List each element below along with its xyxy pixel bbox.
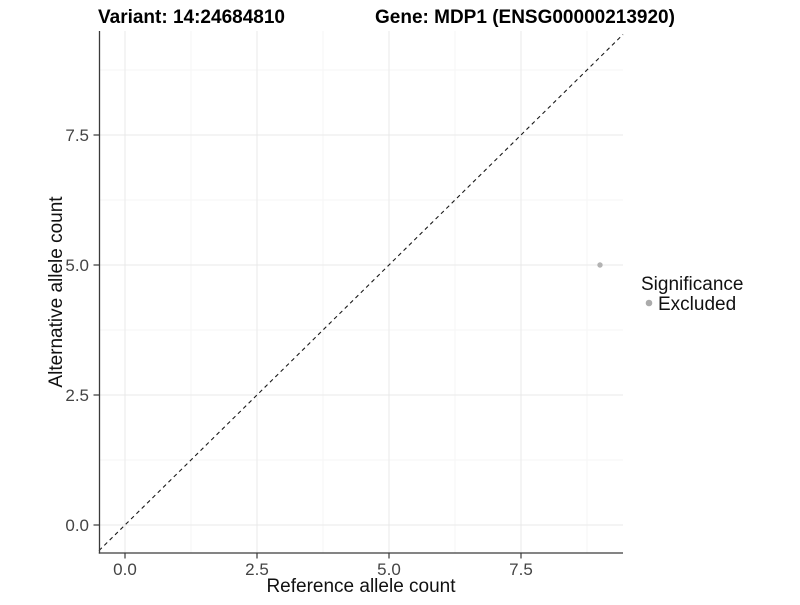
x-tick-label: 2.5 [245,560,269,579]
identity-line [98,34,624,551]
legend-title: Significance [641,274,743,295]
legend-item-label: Excluded [658,294,736,315]
y-axis-label: Alternative allele count [46,196,67,388]
y-tick-label: 0.0 [65,516,89,535]
legend-marker-circle-icon [645,299,653,307]
x-tick-label: 5.0 [377,560,401,579]
legend: Significance Excluded [641,274,743,315]
plot-title-variant: Variant: 14:24684810 [98,7,285,28]
x-tick-label: 7.5 [509,560,533,579]
data-point [597,262,603,268]
gridlines-major [99,31,623,553]
y-tick-label: 7.5 [65,126,89,145]
tick-marks [93,134,522,559]
legend-item-excluded: Excluded [645,294,736,315]
x-tick-labels: 0.0 2.5 5.0 7.5 [113,560,533,579]
y-tick-label: 5.0 [65,256,89,275]
y-tick-label: 2.5 [65,386,89,405]
x-axis-label: Reference allele count [266,576,456,597]
y-tick-labels: 7.5 5.0 2.5 0.0 [65,126,89,535]
plot-title-gene: Gene: MDP1 (ENSG00000213920) [375,7,675,28]
x-tick-label: 0.0 [113,560,137,579]
gridlines-minor [99,31,623,553]
